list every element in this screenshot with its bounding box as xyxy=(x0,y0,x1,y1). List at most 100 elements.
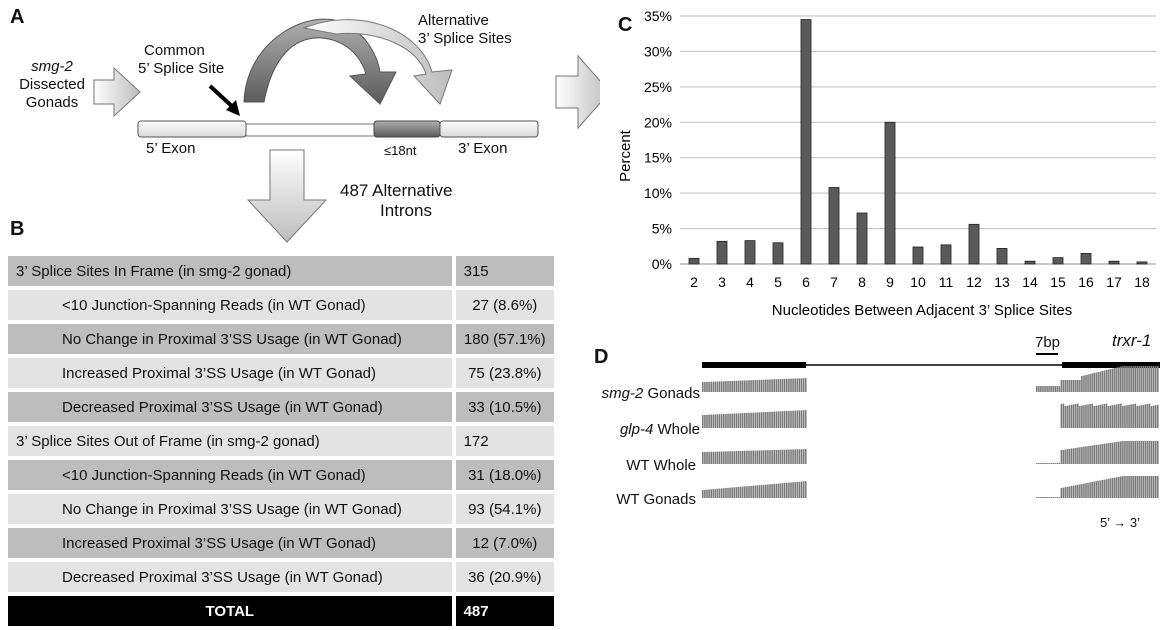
x-tick-label: 10 xyxy=(910,274,926,290)
row-value: 93 (54.1%) xyxy=(451,494,554,524)
chart-bars xyxy=(688,19,1148,265)
exon5-label: 5’ Exon xyxy=(146,140,196,157)
gene-exon-right xyxy=(1062,362,1160,368)
coverage-panel xyxy=(702,353,1160,498)
bar-8 xyxy=(856,212,868,265)
output-arrow xyxy=(555,54,600,130)
row-value: 180 (57.1%) xyxy=(451,324,554,354)
nt-label: ≤18nt xyxy=(384,143,417,158)
row-label: 3’ Splice Sites Out of Frame (in smg-2 g… xyxy=(8,426,452,456)
bar-16 xyxy=(1080,252,1092,265)
x-tick-label: 16 xyxy=(1078,274,1094,290)
chart-y-ticks: 0% 5% 10% 15% 20% 25% 30% 35% xyxy=(644,8,672,272)
intron-line xyxy=(245,123,377,137)
y-axis-label: Percent xyxy=(617,129,634,182)
table-total-row: TOTAL 487 xyxy=(8,596,554,626)
bar-6 xyxy=(800,19,812,265)
y-tick-label: 5% xyxy=(652,221,672,237)
x-tick-label: 12 xyxy=(966,274,982,290)
bar-14 xyxy=(1024,260,1036,265)
track-label-2: WT Whole xyxy=(626,457,696,474)
y-tick-label: 35% xyxy=(644,8,672,24)
panel-letter-b: B xyxy=(10,218,25,240)
row-label: Increased Proximal 3’SS Usage (in WT Gon… xyxy=(8,358,452,388)
x-tick-label: 5 xyxy=(774,274,782,290)
splice-diagram xyxy=(93,18,600,243)
x-tick-label: 3 xyxy=(718,274,726,290)
table-row: Decreased Proximal 3’SS Usage (in WT Gon… xyxy=(8,562,554,592)
bar-3 xyxy=(716,240,728,265)
row-value: 31 (18.0%) xyxy=(451,460,554,490)
table-row: No Change in Proximal 3’SS Usage (in WT … xyxy=(8,324,554,354)
x-tick-label: 11 xyxy=(939,274,954,290)
proximal-arc-arrow xyxy=(243,18,397,105)
y-tick-label: 15% xyxy=(644,150,672,166)
chart-x-ticks: 2 3 4 5 6 7 8 9 10 11 12 13 14 15 16 17 18 xyxy=(690,274,1150,290)
panel-letter-c: C xyxy=(618,14,633,36)
y-tick-label: 10% xyxy=(644,185,672,201)
bar-4 xyxy=(744,240,756,265)
x-tick-label: 4 xyxy=(746,274,754,290)
y-tick-label: 20% xyxy=(644,114,672,130)
row-value: 12 (7.0%) xyxy=(451,528,554,558)
table-row: No Change in Proximal 3’SS Usage (in WT … xyxy=(8,494,554,524)
bar-7 xyxy=(828,187,840,265)
exon-5 xyxy=(137,120,247,138)
input-arrow xyxy=(93,66,141,118)
row-label: 3’ Splice Sites In Frame (in smg-2 gonad… xyxy=(8,256,452,286)
row-label: Decreased Proximal 3’SS Usage (in WT Gon… xyxy=(8,392,452,422)
x-tick-label: 17 xyxy=(1106,274,1122,290)
alt-region xyxy=(373,120,441,138)
gene-name: trxr-1 xyxy=(1112,331,1152,350)
exon-3 xyxy=(439,120,539,138)
x-tick-label: 9 xyxy=(886,274,894,290)
chart-grid xyxy=(680,15,1156,265)
track-label-3: WT Gonads xyxy=(616,491,696,508)
table-row: 3’ Splice Sites In Frame (in smg-2 gonad… xyxy=(8,256,554,286)
bar-5 xyxy=(772,242,784,265)
common-site-line1: Common xyxy=(144,42,205,59)
total-value: 487 xyxy=(451,596,554,626)
total-label: TOTAL xyxy=(8,596,452,626)
coverage-track-0 xyxy=(702,366,1159,392)
bar-15 xyxy=(1052,257,1064,265)
table-row: Decreased Proximal 3’SS Usage (in WT Gon… xyxy=(8,392,554,422)
alt-sites-line2: 3’ Splice Sites xyxy=(418,30,512,47)
table-row: Increased Proximal 3’SS Usage (in WT Gon… xyxy=(8,528,554,558)
coverage-tracks xyxy=(702,366,1159,498)
row-label: No Change in Proximal 3’SS Usage (in WT … xyxy=(8,494,452,524)
y-tick-label: 25% xyxy=(644,79,672,95)
panel-letter-a: A xyxy=(10,6,25,28)
row-label: <10 Junction-Spanning Reads (in WT Gonad… xyxy=(8,290,452,320)
x-tick-label: 14 xyxy=(1022,274,1038,290)
exon3-label: 3’ Exon xyxy=(458,140,508,157)
track-label-1: glp-4 Whole xyxy=(619,421,700,438)
scale-label: 7bp xyxy=(1035,334,1061,351)
introns-line2: Introns xyxy=(380,201,432,220)
splice-site-table: 3’ Splice Sites In Frame (in smg-2 gonad… xyxy=(8,252,554,630)
input-label-2: Gonads xyxy=(25,94,79,111)
row-value: 172 xyxy=(451,426,554,456)
common-site-line2: 5’ Splice Site xyxy=(138,60,225,77)
y-tick-label: 0% xyxy=(652,256,672,272)
input-label-1: Dissected xyxy=(19,76,85,93)
bar-17 xyxy=(1108,260,1120,265)
row-value: 315 xyxy=(451,256,554,286)
row-label: <10 Junction-Spanning Reads (in WT Gonad… xyxy=(8,460,452,490)
x-tick-label: 6 xyxy=(802,274,810,290)
x-tick-label: 8 xyxy=(858,274,866,290)
row-label: Decreased Proximal 3’SS Usage (in WT Gon… xyxy=(8,562,452,592)
x-tick-label: 15 xyxy=(1050,274,1066,290)
input-gene-label: smg-2 xyxy=(31,58,73,75)
alt-sites-line1: Alternative xyxy=(418,12,489,29)
table-row: Increased Proximal 3’SS Usage (in WT Gon… xyxy=(8,358,554,388)
coverage-track-1 xyxy=(702,403,1159,428)
row-value: 36 (20.9%) xyxy=(451,562,554,592)
row-label: Increased Proximal 3’SS Usage (in WT Gon… xyxy=(8,528,452,558)
bar-18 xyxy=(1136,261,1148,265)
x-tick-label: 2 xyxy=(690,274,698,290)
row-label: No Change in Proximal 3’SS Usage (in WT … xyxy=(8,324,452,354)
direction-label: 5’ → 3’ xyxy=(1100,515,1140,530)
distal-arc-arrow xyxy=(302,19,453,105)
table-row: <10 Junction-Spanning Reads (in WT Gonad… xyxy=(8,460,554,490)
